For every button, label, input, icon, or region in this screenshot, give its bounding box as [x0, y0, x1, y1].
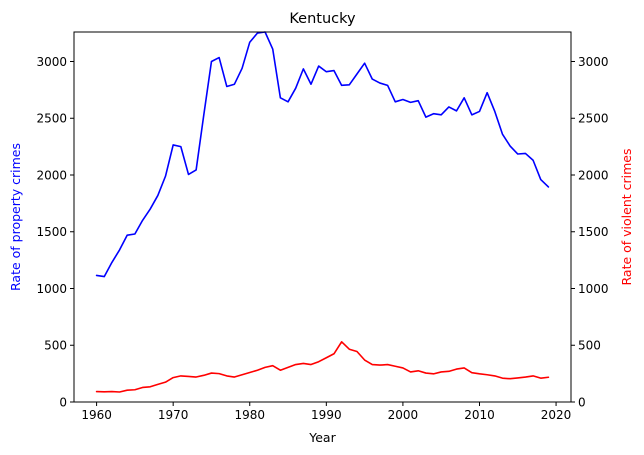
- left-y-tick-label: 1500: [36, 225, 67, 239]
- right-y-tick-label: 1500: [578, 225, 609, 239]
- x-tick-label: 1980: [234, 408, 265, 422]
- series-layer: [95, 31, 550, 393]
- right-y-axis: 0 500 1000 1500 2000 2500 3000: [571, 55, 609, 409]
- chart-title: Kentucky: [289, 11, 356, 27]
- right-y-tick-label: 1000: [578, 282, 609, 296]
- left-y-tick-label: 2500: [36, 112, 67, 126]
- right-y-tick-label: 2500: [578, 112, 609, 126]
- right-y-tick-label: 500: [578, 339, 601, 353]
- x-tick-label: 2000: [388, 408, 419, 422]
- x-tick-label: 1970: [158, 408, 189, 422]
- left-y-tick-label: 0: [59, 395, 67, 409]
- x-axis: 1960 1970 1980 1990 2000 2010 2020: [81, 402, 571, 422]
- property-crime-line: [95, 31, 550, 278]
- violent-crime-line: [95, 341, 550, 393]
- x-tick-label: 2020: [541, 408, 572, 422]
- right-y-tick-label: 2000: [578, 168, 609, 182]
- left-y-axis: 0 500 1000 1500 2000 2500 3000: [36, 55, 74, 409]
- x-tick-label: 1990: [311, 408, 342, 422]
- right-y-tick-label: 3000: [578, 55, 609, 69]
- right-y-tick-label: 0: [578, 395, 586, 409]
- x-axis-title: Year: [308, 430, 336, 445]
- x-tick-label: 2010: [464, 408, 495, 422]
- left-y-tick-label: 2000: [36, 168, 67, 182]
- x-tick-label: 1960: [81, 408, 112, 422]
- left-y-axis-title: Rate of property crimes: [8, 143, 23, 291]
- left-y-tick-label: 1000: [36, 282, 67, 296]
- right-y-axis-title: Rate of violent crimes: [619, 149, 634, 286]
- plot-frame: [73, 31, 572, 403]
- left-y-tick-label: 500: [44, 339, 67, 353]
- left-y-tick-label: 3000: [36, 55, 67, 69]
